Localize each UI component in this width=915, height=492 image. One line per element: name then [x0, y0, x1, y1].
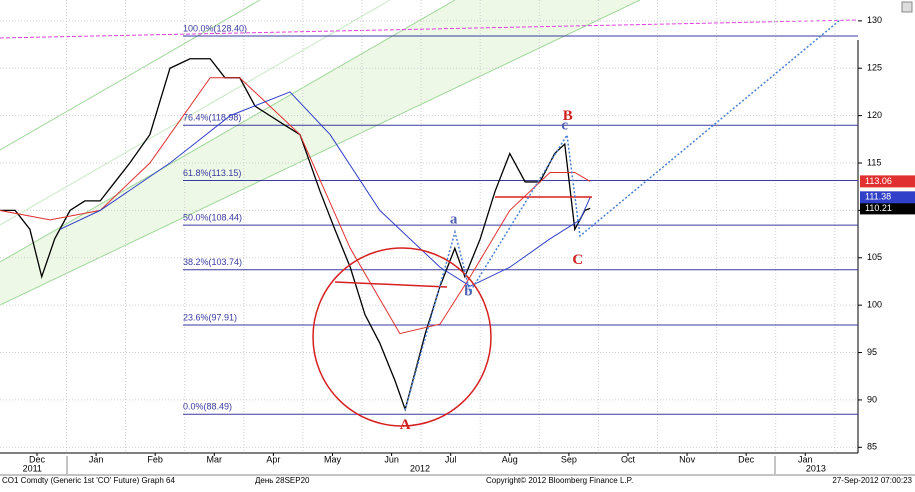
- menu-icon[interactable]: [901, 1, 913, 13]
- y-tick-label: 130: [867, 15, 882, 25]
- last-value-tag: [860, 191, 915, 204]
- last-value-tag: [860, 175, 915, 188]
- last-value-label: 110.21: [865, 203, 892, 213]
- circle-marker: [312, 247, 492, 427]
- x-tick-label: Apr: [266, 454, 280, 464]
- channel-line: [0, 0, 456, 263]
- price-line: [0, 58, 591, 412]
- last-value-label: 113.06: [865, 176, 892, 186]
- last-value-label: 111.38: [865, 192, 891, 202]
- moving-average: [59, 91, 591, 287]
- last-value-tag: [860, 202, 915, 215]
- x-tick-label: May: [324, 454, 342, 464]
- x-tick-label: Jan: [798, 454, 813, 464]
- y-tick-label: 115: [867, 157, 881, 167]
- fib-label: 23.6%(97.91): [183, 312, 237, 322]
- y-tick-label: 90: [867, 394, 877, 404]
- x-tick-label: Aug: [502, 454, 518, 464]
- x-tick-label: Dec: [29, 454, 46, 464]
- y-tick-label: 105: [867, 252, 882, 262]
- fib-label: 61.8%(113.15): [183, 168, 241, 178]
- day: День 28SEP20: [255, 476, 310, 485]
- wave-label: b: [464, 283, 472, 299]
- fib-label: 0.0%(88.49): [183, 402, 232, 412]
- channel-line: [0, 0, 391, 226]
- fib-label: 50.0%(108.44): [183, 213, 242, 223]
- x-tick-label: Dec: [738, 454, 755, 464]
- x-tick-label: Oct: [621, 454, 636, 464]
- channel-line: [0, 0, 641, 306]
- fib-label: 100.0%(128.40): [183, 23, 247, 33]
- wave-label: B: [563, 108, 573, 124]
- fib-label: 38.2%(103.74): [183, 257, 242, 267]
- security: CO1 Comdty (Generic 1st 'CO' Future) Gra…: [2, 476, 175, 485]
- wave-label: c: [561, 117, 568, 133]
- year-label: 2012: [410, 463, 430, 473]
- channel-line: [0, 0, 261, 151]
- x-tick-label: Jun: [384, 454, 399, 464]
- wave-label: a: [450, 211, 458, 227]
- wave-label: C: [572, 252, 583, 268]
- year-label: 2011: [23, 463, 42, 473]
- neckline: [334, 281, 448, 288]
- x-tick-label: Feb: [147, 454, 163, 464]
- year-label: 2013: [806, 463, 826, 473]
- timestamp: 27-Sep-2012 07:00:23: [832, 476, 912, 485]
- wave-label: A: [400, 417, 411, 433]
- copyright: Copyright© 2012 Bloomberg Finance L.P.: [486, 476, 633, 485]
- x-tick-label: Jul: [445, 454, 457, 464]
- wave-line: [404, 19, 841, 411]
- fib-label: 76.4%(118.98): [183, 113, 241, 123]
- x-tick-label: Jan: [89, 454, 104, 464]
- x-tick-label: Nov: [679, 454, 696, 464]
- y-tick-label: 100: [867, 300, 882, 310]
- x-tick-label: Sep: [561, 454, 577, 464]
- y-tick-label: 85: [867, 442, 877, 452]
- y-tick-label: 125: [867, 63, 882, 73]
- y-tick-label: 120: [867, 110, 882, 120]
- x-tick-label: Mar: [207, 454, 223, 464]
- trend-line: [0, 19, 859, 39]
- y-tick-label: 95: [867, 347, 877, 357]
